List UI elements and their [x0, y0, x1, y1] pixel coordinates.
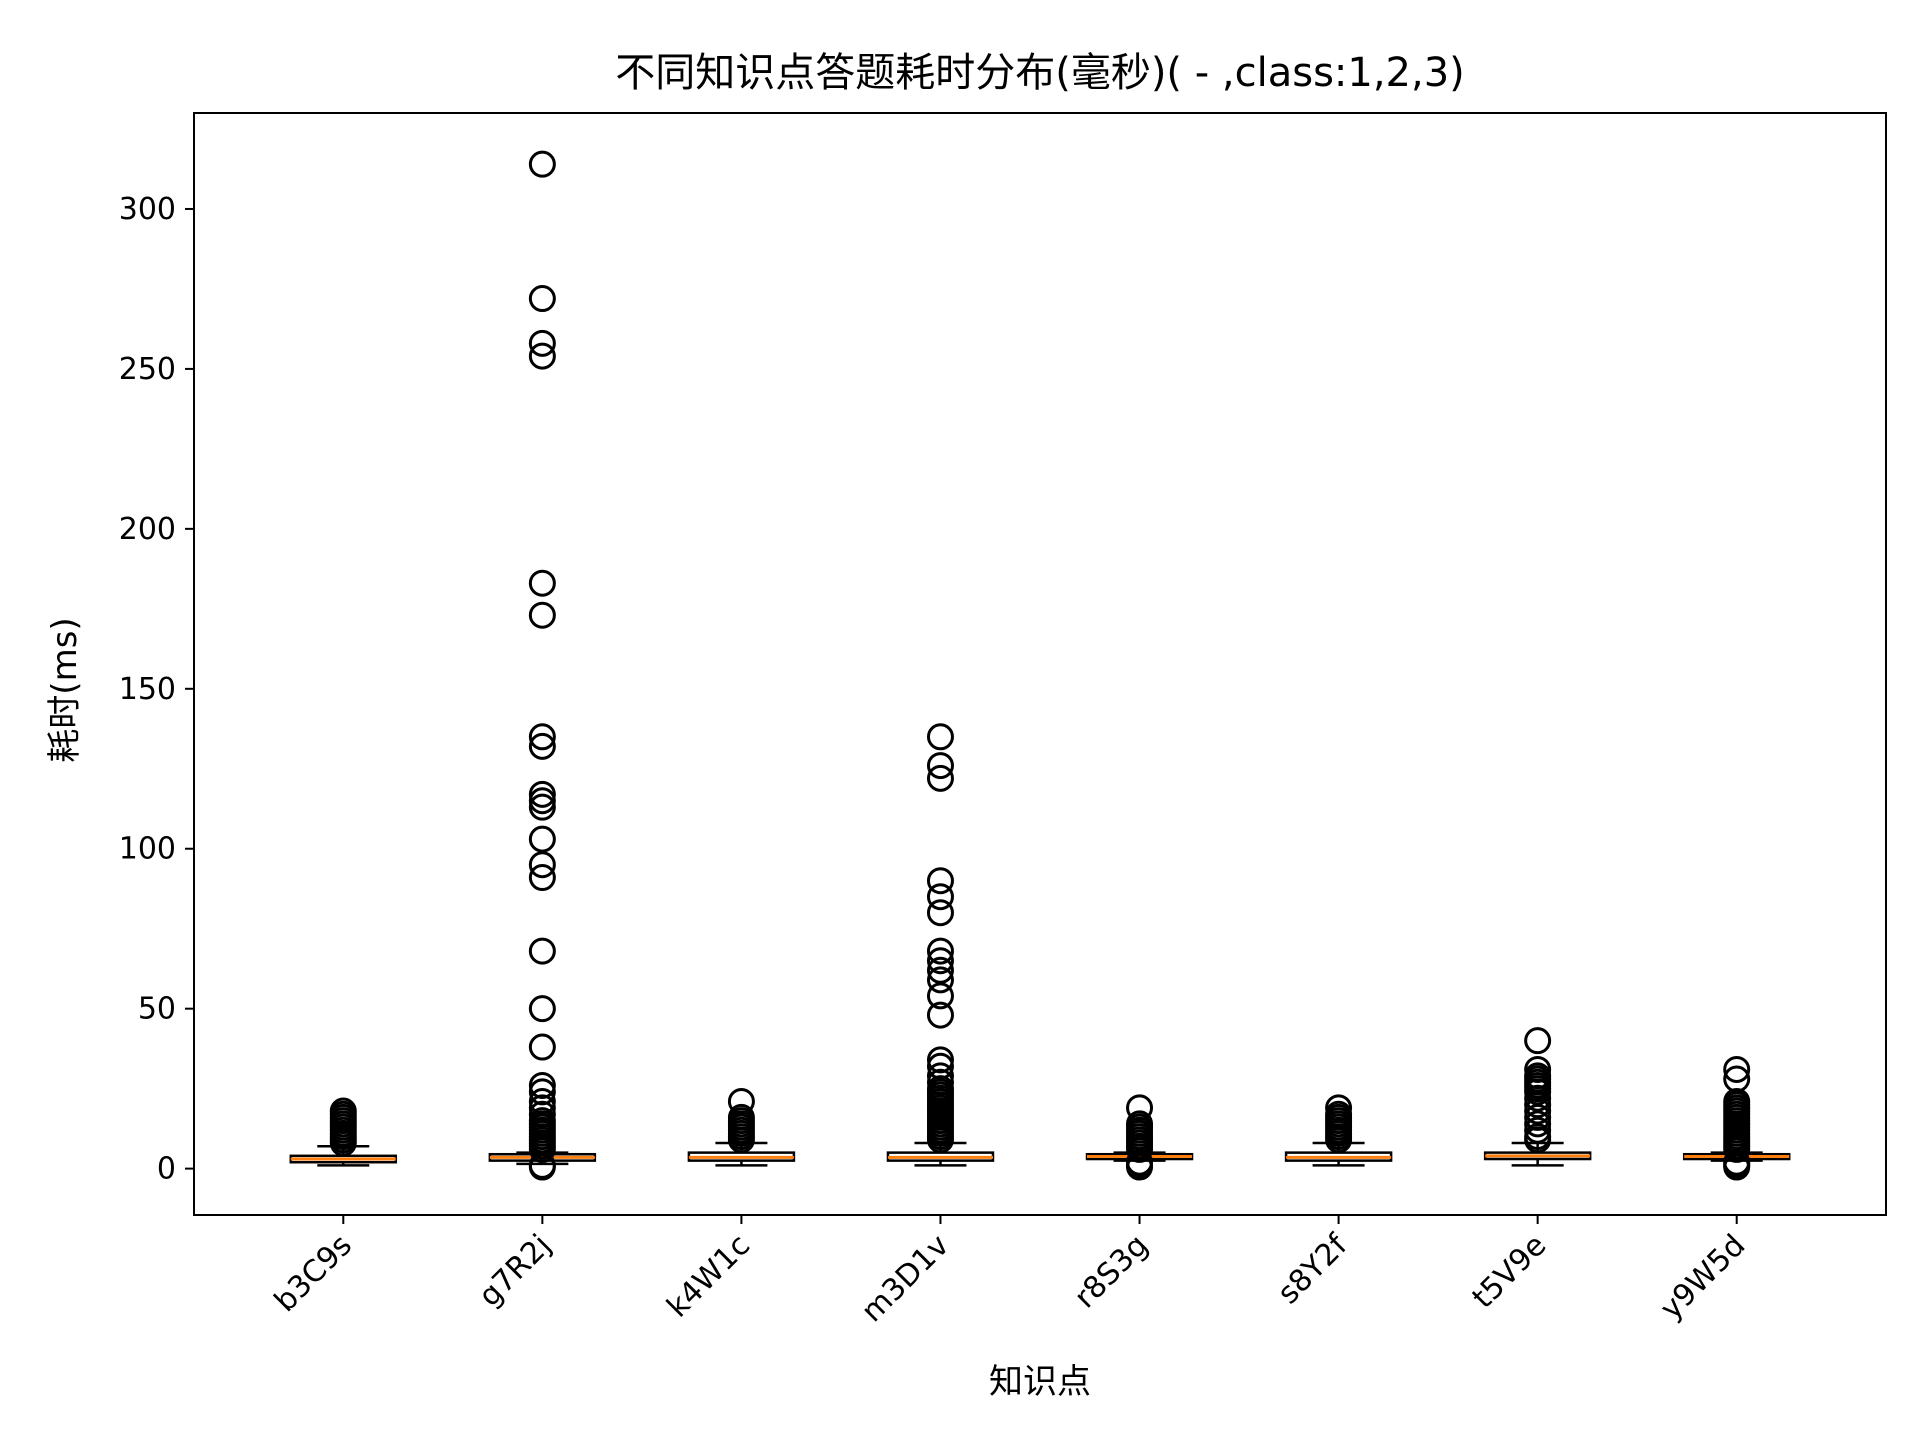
outlier-point	[528, 601, 556, 629]
outlier-point	[926, 764, 954, 792]
outlier-point	[727, 1087, 755, 1115]
y-tick-label: 100	[119, 832, 176, 867]
outlier-point	[926, 1052, 954, 1080]
outlier-point	[528, 1107, 556, 1135]
outlier-point	[1126, 1094, 1154, 1122]
outlier-point	[528, 864, 556, 892]
y-tick-label: 300	[119, 192, 176, 227]
outlier-point	[528, 329, 556, 357]
x-tick-label: y9W5d	[1654, 1228, 1753, 1327]
outlier-point	[926, 1046, 954, 1074]
x-tick-label: g7R2j	[472, 1228, 558, 1314]
outlier-point	[528, 937, 556, 965]
x-axis-title: 知识点	[989, 1362, 1091, 1402]
plot-area: 0 50 100 150 200 250 300 b3C9s g7R2j k4W1c m3D1v r8…	[119, 112, 1887, 1329]
outlier-point	[528, 1151, 556, 1179]
x-tick-label: s8Y2f	[1271, 1227, 1355, 1311]
outlier-point	[1524, 1123, 1552, 1151]
y-axis-title: 耗时(ms)	[45, 617, 85, 762]
outlier-point	[1723, 1148, 1751, 1176]
outlier-point	[926, 1075, 954, 1103]
outlier-point	[528, 1100, 556, 1128]
outlier-point	[528, 1033, 556, 1061]
outlier-point	[528, 851, 556, 879]
outlier-point	[727, 1103, 755, 1131]
x-tick-label: k4W1c	[660, 1228, 757, 1325]
outlier-point	[528, 825, 556, 853]
chart-title: 不同知识点答题耗时分布(毫秒)( - ,class:1,2,3)	[615, 50, 1465, 96]
outlier-point	[329, 1097, 357, 1125]
outlier-point	[1524, 1110, 1552, 1138]
plot-frame	[193, 112, 1887, 1216]
outlier-point	[926, 956, 954, 984]
outlier-point	[1723, 1055, 1751, 1083]
y-tick-label: 50	[138, 992, 176, 1027]
outlier-point	[528, 780, 556, 808]
y-tick-label: 150	[119, 672, 176, 707]
x-tick-label: b3C9s	[268, 1228, 359, 1319]
outlier-point	[1325, 1100, 1353, 1128]
outlier-point	[926, 899, 954, 927]
outlier-point	[926, 867, 954, 895]
outlier-point	[1524, 1103, 1552, 1131]
y-tick-label: 250	[119, 352, 176, 387]
outlier-point	[528, 150, 556, 178]
outlier-point	[528, 1094, 556, 1122]
outlier-point	[528, 1087, 556, 1115]
outlier-point	[528, 342, 556, 370]
outlier-point	[926, 723, 954, 751]
outlier-point	[926, 947, 954, 975]
outlier-point	[528, 1078, 556, 1106]
outlier-point	[528, 569, 556, 597]
outlier-point	[926, 937, 954, 965]
outlier-point	[1524, 1091, 1552, 1119]
x-tick-label: t5V9e	[1466, 1228, 1554, 1316]
outlier-point	[926, 1062, 954, 1090]
outlier-point	[1524, 1055, 1552, 1083]
outlier-point	[1524, 1097, 1552, 1125]
outlier-point	[926, 883, 954, 911]
x-tick-label: r8S3g	[1068, 1228, 1155, 1315]
x-tick-label: m3D1v	[855, 1228, 956, 1329]
outlier-point	[528, 793, 556, 821]
outlier-point	[926, 1068, 954, 1096]
outlier-point	[1325, 1094, 1353, 1122]
outlier-point	[1723, 1065, 1751, 1093]
outlier-point	[926, 752, 954, 780]
y-tick-label: 0	[157, 1152, 176, 1187]
outlier-point	[528, 787, 556, 815]
outlier-point	[528, 285, 556, 313]
outlier-point	[1524, 1084, 1552, 1112]
outlier-point	[1524, 1116, 1552, 1144]
outlier-point	[1126, 1148, 1154, 1176]
outlier-point	[1524, 1027, 1552, 1055]
outlier-point	[528, 723, 556, 751]
y-tick-label: 200	[119, 512, 176, 547]
outlier-point	[528, 995, 556, 1023]
outlier-point	[528, 732, 556, 760]
outlier-point	[926, 966, 954, 994]
outlier-point	[926, 1001, 954, 1029]
outlier-point	[1723, 1087, 1751, 1115]
outlier-point	[528, 1071, 556, 1099]
outlier-point	[1126, 1110, 1154, 1138]
outlier-point	[926, 982, 954, 1010]
outlier-point	[1524, 1062, 1552, 1090]
